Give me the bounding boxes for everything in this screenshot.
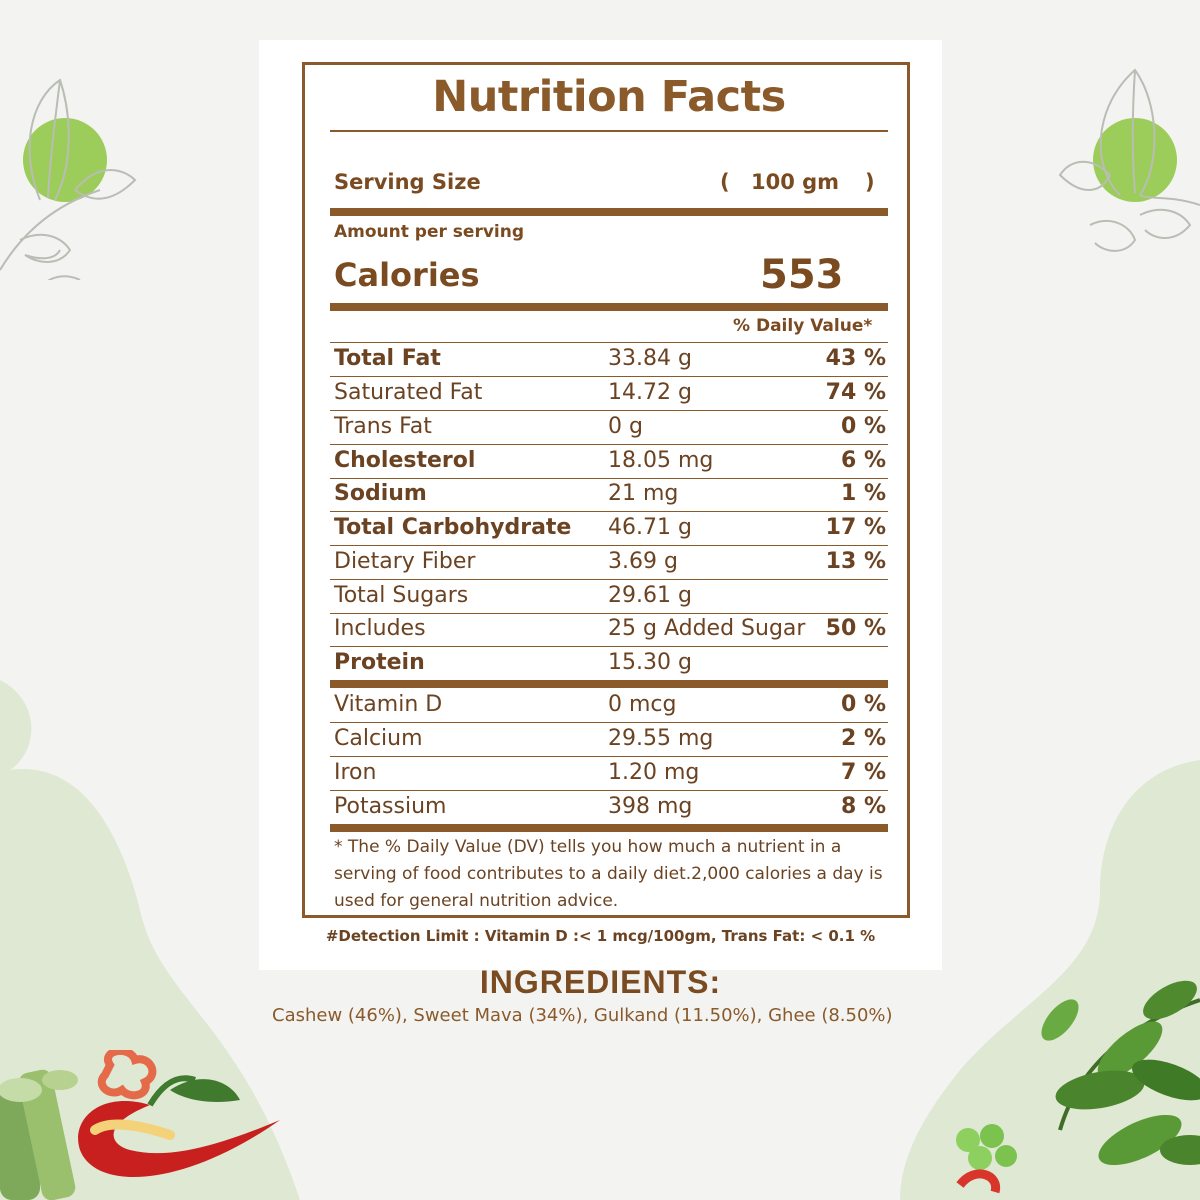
nutrient-amount: 29.61 g — [608, 583, 692, 608]
nutrient-daily-value: 17 % — [825, 515, 886, 540]
serving-open-paren: ( — [720, 170, 730, 194]
serving-close-paren: ) — [865, 170, 875, 194]
nutrition-label-border — [302, 62, 910, 918]
calories-divider — [330, 303, 888, 311]
greens-peas-image — [956, 980, 1200, 1194]
protein-divider — [330, 680, 888, 688]
chili-pepper-vegetables-image — [0, 1050, 280, 1200]
nutrient-amount: 21 mg — [608, 481, 679, 506]
row-divider — [330, 478, 888, 479]
nutrient-daily-value: 13 % — [825, 549, 886, 574]
vitamin-daily-value: 2 % — [840, 726, 886, 751]
vitamin-amount: 1.20 mg — [608, 760, 700, 785]
nutrient-amount: 18.05 mg — [608, 448, 714, 473]
nutrient-daily-value: 43 % — [825, 346, 886, 371]
row-divider — [330, 756, 888, 757]
nutrient-name: Trans Fat — [334, 414, 432, 439]
vitamin-name: Vitamin D — [334, 692, 443, 717]
nutrient-daily-value: 0 % — [840, 414, 886, 439]
amount-per-serving: Amount per serving — [334, 222, 525, 242]
vitamin-daily-value: 8 % — [840, 794, 886, 819]
nutrient-daily-value: 1 % — [840, 481, 886, 506]
nutrient-daily-value: 74 % — [825, 380, 886, 405]
nutrient-amount: 3.69 g — [608, 549, 678, 574]
vitamin-amount: 398 mg — [608, 794, 693, 819]
vitamin-name: Potassium — [334, 794, 447, 819]
nutrient-name: Total Sugars — [334, 583, 469, 608]
nutrient-name: Saturated Fat — [334, 380, 483, 405]
detection-limit-note: #Detection Limit : Vitamin D :< 1 mcg/10… — [325, 927, 876, 945]
nutrient-daily-value: 50 % — [825, 616, 886, 641]
vitamin-name: Iron — [334, 760, 377, 785]
ingredients-title: INGREDIENTS: — [479, 964, 722, 1000]
daily-value-header: % Daily Value* — [733, 316, 873, 336]
row-divider — [330, 613, 888, 614]
row-divider — [330, 376, 888, 377]
leaf-sketch-icon — [0, 78, 137, 280]
vitamin-amount: 29.55 mg — [608, 726, 714, 751]
ingredients-list: Cashew (46%), Sweet Mava (34%), Gulkand … — [272, 1005, 893, 1026]
row-divider — [330, 511, 888, 512]
nutrient-amount: 33.84 g — [608, 346, 692, 371]
row-divider — [330, 579, 888, 580]
serving-divider — [330, 208, 888, 216]
row-divider — [330, 722, 888, 723]
nutrition-facts-title: Nutrition Facts — [432, 72, 786, 122]
vitamin-daily-value: 7 % — [840, 760, 886, 785]
nutrient-amount: 25 g Added Sugar — [608, 616, 806, 641]
vitamin-name: Calcium — [334, 726, 423, 751]
row-divider — [330, 545, 888, 546]
nutrient-amount: 0 g — [608, 414, 643, 439]
nutrient-daily-value: 6 % — [840, 448, 886, 473]
label-card — [259, 40, 942, 970]
nutrient-amount: 15.30 g — [608, 650, 692, 675]
calories-value: 553 — [760, 252, 844, 298]
leaf-sketch-icon — [1058, 68, 1200, 252]
title-divider — [330, 130, 888, 132]
nutrient-name: Includes — [334, 616, 426, 641]
nutrient-name: Protein — [334, 650, 425, 675]
row-divider — [330, 646, 888, 647]
nutrient-amount: 14.72 g — [608, 380, 692, 405]
daily-value-footnote: * The % Daily Value (DV) tells you how m… — [334, 837, 883, 911]
row-divider — [330, 410, 888, 411]
nutrient-amount: 46.71 g — [608, 515, 692, 540]
nutrient-name: Sodium — [334, 481, 427, 506]
nutrient-name: Total Fat — [334, 346, 441, 371]
nutrient-name: Total Carbohydrate — [334, 515, 572, 540]
background-blob-left — [0, 680, 300, 1200]
vitamins-divider — [330, 824, 888, 832]
dv-divider — [330, 342, 888, 343]
serving-size-label: Serving Size — [334, 170, 481, 194]
nutrient-name: Dietary Fiber — [334, 549, 476, 574]
row-divider — [330, 790, 888, 791]
serving-size-value: 100 gm — [751, 170, 840, 194]
nutrient-name: Cholesterol — [334, 448, 476, 473]
calories-label: Calories — [334, 256, 480, 294]
vitamin-amount: 0 mcg — [608, 692, 677, 717]
vitamin-daily-value: 0 % — [840, 692, 886, 717]
row-divider — [330, 444, 888, 445]
